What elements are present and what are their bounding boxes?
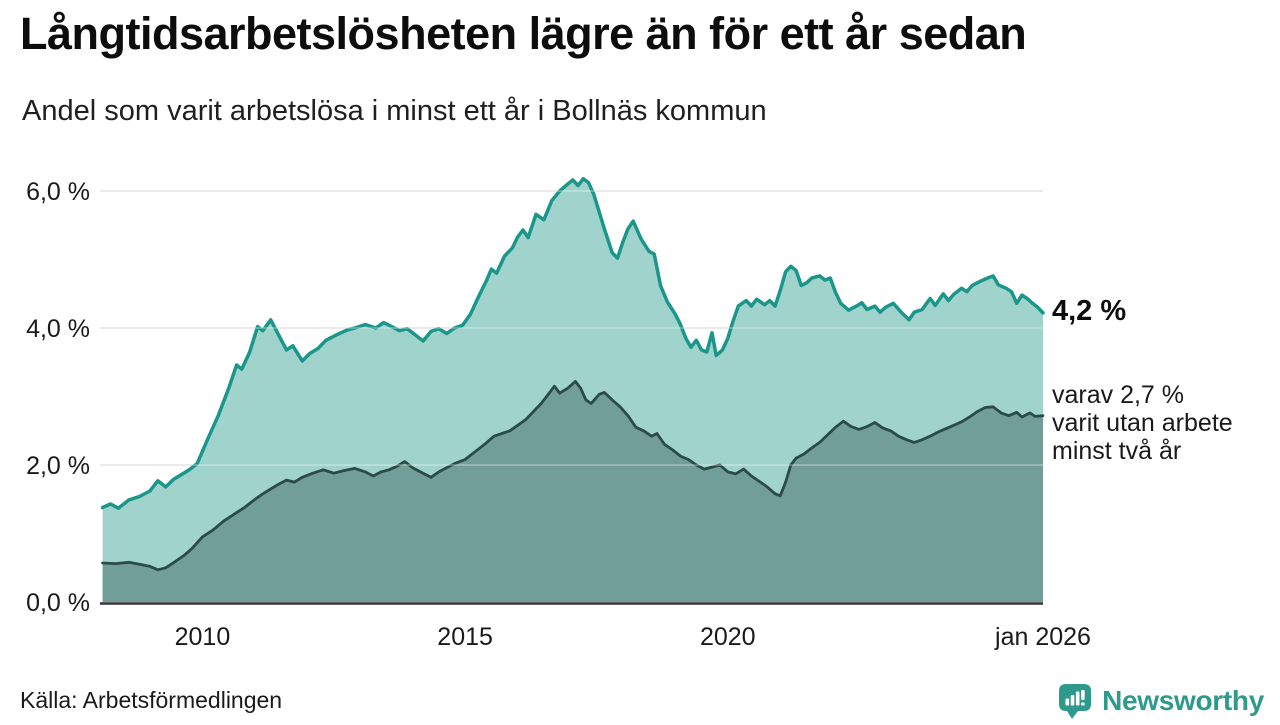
y-tick-label: 6,0 % [26, 178, 90, 206]
annotation-line-1: varav 2,7 % [1052, 381, 1185, 409]
x-tick-label: jan 2026 [994, 623, 1091, 651]
bar-chart-speech-bubble-icon [1056, 682, 1094, 720]
y-tick-label: 2,0 % [26, 452, 90, 480]
annotation-line-2: varit utan arbete [1052, 409, 1233, 437]
line-series-1 [101, 380, 1045, 572]
latest-value-label: 4,2 % [1052, 295, 1127, 327]
y-tick-label: 0,0 % [26, 589, 90, 617]
page-subtitle: Andel som varit arbetslösa i minst ett å… [22, 95, 767, 127]
x-tick-label: 2015 [437, 623, 493, 651]
newsworthy-logo: Newsworthy [1056, 681, 1264, 721]
annotation-line-3: minst två år [1052, 437, 1182, 465]
latest-subseries-label: varav 2,7 % varit utan arbete minst två … [1052, 381, 1233, 465]
brand-wordmark: Newsworthy [1102, 685, 1264, 716]
x-tick-label: 2010 [175, 623, 231, 651]
source-credit: Källa: Arbetsförmedlingen [20, 687, 283, 713]
area-series-1 [102, 381, 1044, 602]
line-series-0 [100, 176, 1045, 510]
x-tick-label: 2020 [700, 623, 756, 651]
page-title: Långtidsarbetslösheten lägre än för ett … [20, 8, 1027, 59]
y-tick-label: 4,0 % [26, 315, 90, 343]
